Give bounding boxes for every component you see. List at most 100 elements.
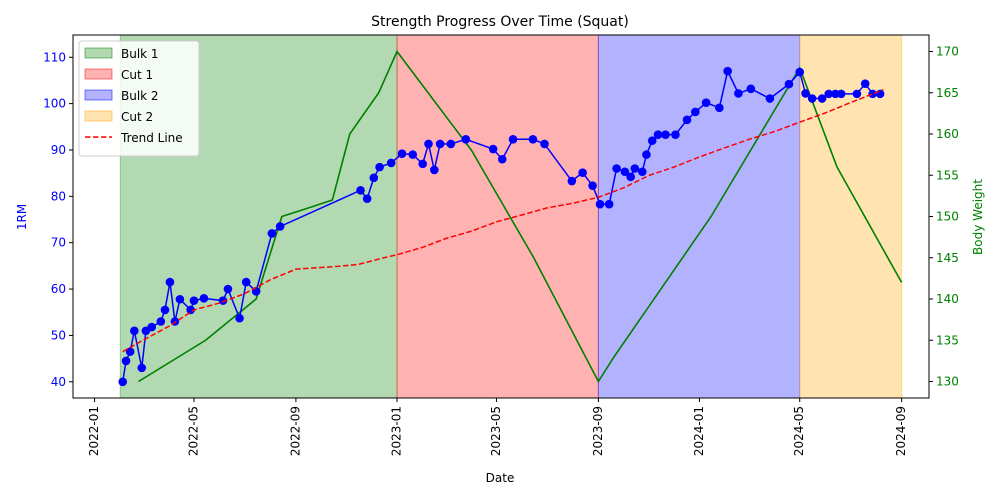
x-tick-label: 2023-01 bbox=[390, 406, 404, 456]
one-rm-point bbox=[860, 79, 870, 88]
one-rm-point bbox=[626, 172, 635, 182]
one-rm-point bbox=[488, 144, 498, 154]
one-rm-point bbox=[189, 296, 199, 305]
one-rm-point bbox=[746, 84, 756, 94]
legend-label-cut-2: Cut 2 bbox=[121, 110, 153, 124]
one-rm-point bbox=[369, 173, 379, 183]
one-rm-point bbox=[691, 107, 700, 117]
one-rm-point bbox=[275, 222, 285, 231]
one-rm-point bbox=[807, 94, 817, 103]
one-rm-point bbox=[784, 79, 794, 89]
body-weight-line bbox=[138, 49, 903, 384]
y-tick-label: 100 bbox=[43, 97, 66, 111]
one-rm-point bbox=[671, 130, 680, 139]
one-rm-point bbox=[223, 284, 233, 294]
one-rm-point bbox=[612, 164, 621, 173]
x-tick-label: 2024-09 bbox=[894, 406, 908, 456]
y-tick-label: 70 bbox=[51, 236, 66, 250]
one-rm-point bbox=[397, 149, 407, 158]
one-rm-point bbox=[661, 130, 670, 139]
one-rm-point bbox=[130, 326, 139, 336]
one-rm-point bbox=[121, 356, 131, 366]
y2-tick-label: 170 bbox=[936, 45, 959, 59]
one-rm-point bbox=[824, 89, 834, 99]
legend-swatch-bulk-1 bbox=[84, 47, 113, 59]
one-rm-point bbox=[199, 294, 209, 303]
one-rm-point bbox=[567, 176, 577, 186]
axes: 2022-01 2022-05 2022-09 2023-01 2023-05 2023-… bbox=[43, 34, 959, 456]
one-rm-point bbox=[375, 162, 384, 172]
y2-tick-label: 160 bbox=[936, 127, 959, 141]
one-rm-point bbox=[765, 94, 775, 103]
y-tick-label: 110 bbox=[43, 50, 66, 64]
y-tick-label: 90 bbox=[51, 143, 66, 157]
x-tick-label: 2022-05 bbox=[187, 406, 201, 456]
one-rm-point bbox=[446, 139, 456, 149]
one-rm-point bbox=[137, 363, 147, 373]
y-tick-label: 60 bbox=[51, 282, 66, 296]
y-tick-label: 50 bbox=[51, 328, 66, 342]
one-rm-point bbox=[604, 199, 614, 209]
y2-tick-label: 130 bbox=[936, 375, 959, 389]
one-rm-point bbox=[595, 199, 605, 209]
one-rm-point bbox=[418, 159, 427, 169]
legend-label-bulk-2: Bulk 2 bbox=[121, 89, 159, 103]
one-rm-point bbox=[186, 305, 195, 315]
legend-swatch-cut-1 bbox=[84, 68, 113, 80]
one-rm-point bbox=[588, 181, 597, 190]
legend-label-cut-1: Cut 1 bbox=[121, 68, 153, 82]
trend-line bbox=[122, 89, 884, 353]
one-rm-point bbox=[630, 164, 640, 173]
one-rm-point bbox=[734, 89, 743, 98]
one-rm-point bbox=[701, 98, 711, 107]
one-rm-point bbox=[218, 296, 228, 305]
one-rm-point bbox=[540, 139, 549, 149]
phase-band-cut-2 bbox=[799, 34, 903, 399]
one-rm-point bbox=[175, 294, 185, 304]
x-tick-label: 2024-01 bbox=[692, 406, 706, 456]
one-rm-point bbox=[801, 89, 810, 98]
legend-box bbox=[78, 40, 200, 157]
y-axis-title: 1RM bbox=[15, 204, 29, 230]
one-rm-point bbox=[429, 165, 439, 175]
phase-band-bulk-2 bbox=[597, 34, 801, 399]
x-tick-label: 2023-09 bbox=[591, 406, 605, 456]
one-rm-point bbox=[723, 66, 732, 76]
one-rm-point bbox=[642, 150, 651, 159]
one-rm-point bbox=[817, 94, 827, 103]
one-rm-point bbox=[125, 347, 135, 356]
legend-label-bulk-1: Bulk 1 bbox=[121, 47, 159, 61]
one-rm-point bbox=[160, 305, 170, 315]
one-rm-point bbox=[461, 135, 471, 144]
one-rm-point bbox=[497, 154, 507, 164]
y2-tick-label: 155 bbox=[936, 168, 959, 182]
legend-label-trend-line: Trend Line bbox=[120, 131, 183, 145]
y2-tick-label: 150 bbox=[936, 210, 959, 224]
x-tick-label: 2023-05 bbox=[489, 406, 503, 456]
x-tick-label: 2022-01 bbox=[87, 406, 101, 456]
one-rm-point bbox=[267, 229, 277, 238]
one-rm-point bbox=[118, 377, 128, 387]
one-rm-point bbox=[653, 130, 663, 139]
one-rm-point bbox=[647, 136, 657, 146]
one-rm-point bbox=[235, 313, 244, 323]
legend-swatch-cut-2 bbox=[84, 110, 113, 122]
one-rm-point bbox=[715, 103, 724, 113]
series-lines bbox=[118, 49, 903, 387]
y2-tick-label: 140 bbox=[936, 292, 959, 306]
y-tick-label: 80 bbox=[51, 189, 66, 203]
one-rm-point bbox=[868, 89, 877, 99]
phase-band-cut-1 bbox=[396, 34, 599, 399]
y2-tick-label: 135 bbox=[936, 333, 959, 347]
one-rm-point bbox=[241, 277, 251, 287]
x-tick-label: 2022-09 bbox=[288, 406, 302, 456]
one-rm-point bbox=[508, 135, 518, 144]
y-tick-label: 40 bbox=[51, 375, 66, 389]
legend: Bulk 1 Cut 1 Bulk 2 Cut 2 Trend Line bbox=[78, 40, 200, 157]
one-rm-point bbox=[147, 322, 157, 332]
one-rm-point bbox=[362, 194, 372, 203]
one-rm-point bbox=[578, 168, 587, 177]
x-axis-title: Date bbox=[486, 471, 515, 485]
one-rm-point bbox=[836, 89, 846, 99]
